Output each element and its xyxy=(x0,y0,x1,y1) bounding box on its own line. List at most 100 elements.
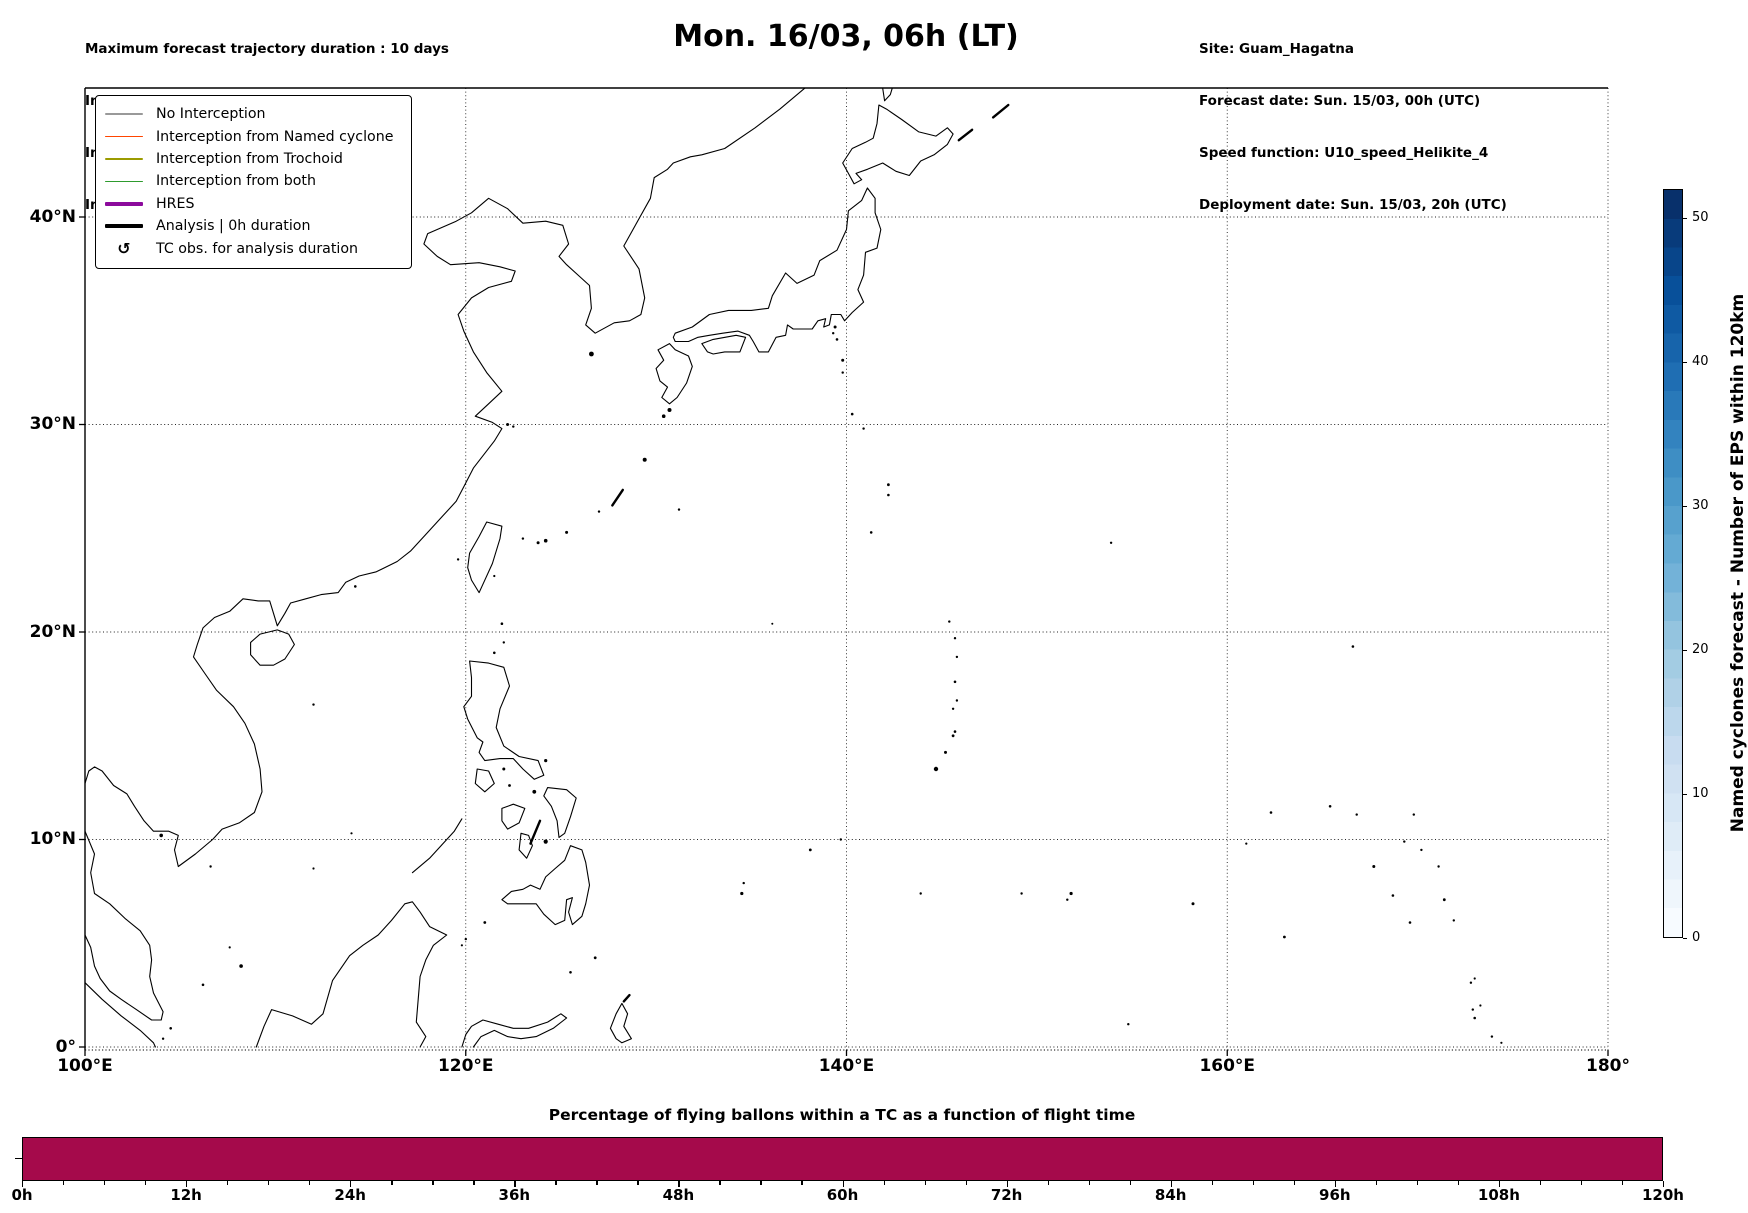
island-dot xyxy=(833,325,837,329)
map-frame xyxy=(84,87,1608,1051)
coastline-hainan xyxy=(250,629,295,666)
island-dot xyxy=(1403,840,1406,843)
coastline-palawan xyxy=(411,818,463,874)
island-dot xyxy=(312,703,315,706)
x-tick-label: 140°E xyxy=(818,1056,875,1076)
legend-item: Analysis | 0h duration xyxy=(105,215,403,237)
island-dot xyxy=(1283,935,1286,939)
bottom-minor-tick xyxy=(801,1181,803,1185)
island-dot xyxy=(1452,919,1456,922)
island-dot xyxy=(832,332,835,335)
bottom-tick-label: 24h xyxy=(334,1186,366,1204)
island-dot xyxy=(354,585,357,588)
island-dots xyxy=(159,325,1503,1044)
island-dot xyxy=(1500,1041,1503,1044)
coastline-negros xyxy=(518,832,533,859)
bottom-minor-tick xyxy=(1293,1181,1296,1185)
island-dot xyxy=(1490,1035,1494,1038)
bottom-tick-label: 60h xyxy=(826,1186,859,1204)
legend-line-swatch xyxy=(105,113,143,115)
y-tick-label: 40°N xyxy=(29,206,76,227)
colorbar-tick-mark xyxy=(1683,505,1687,508)
bottom-major-tick xyxy=(1663,1181,1665,1187)
y-tick-label: 10°N xyxy=(29,829,76,849)
run-info-block: Site: Guam_Hagatna Forecast date: Sun. 1… xyxy=(1199,6,1507,250)
bottom-minor-tick xyxy=(268,1181,270,1185)
colorbar-tick-mark xyxy=(1683,938,1687,940)
legend-line-swatch xyxy=(105,223,143,229)
island-dot xyxy=(661,414,666,419)
bottom-tick-label: 0h xyxy=(11,1186,33,1204)
coastline-taiwan xyxy=(467,521,503,594)
info-deployment-date: Deployment date: Sun. 15/03, 20h (UTC) xyxy=(1199,197,1507,214)
legend-line-swatch xyxy=(105,158,143,160)
coastline-hokkaido xyxy=(842,104,954,185)
bottom-minor-tick xyxy=(1416,1181,1419,1185)
island-dot xyxy=(667,408,672,412)
colorbar xyxy=(1663,189,1683,938)
island-dot xyxy=(569,971,572,974)
bottom-major-tick xyxy=(1498,1181,1501,1187)
island-dot xyxy=(919,892,922,895)
island-dot xyxy=(589,351,594,357)
island-dot xyxy=(565,530,569,534)
legend-label: Analysis | 0h duration xyxy=(156,218,311,235)
island-dot xyxy=(239,964,243,968)
bottom-chart-y-tick xyxy=(15,1158,22,1160)
bottom-minor-tick xyxy=(1129,1181,1131,1185)
island-dot xyxy=(597,510,601,513)
bottom-minor-tick xyxy=(1047,1181,1049,1185)
bottom-major-tick xyxy=(1170,1181,1172,1187)
bottom-minor-tick xyxy=(1211,1181,1214,1185)
bottom-major-tick xyxy=(22,1181,24,1187)
coastline-halmahera xyxy=(609,1002,632,1044)
bottom-minor-tick xyxy=(555,1181,557,1185)
island-dot xyxy=(841,371,844,374)
legend-line xyxy=(105,201,143,206)
island-dot xyxy=(1269,811,1273,814)
legend-line-swatch xyxy=(105,201,143,206)
bottom-tick-label: 48h xyxy=(662,1186,695,1204)
island-morotai xyxy=(622,993,631,1003)
y-tick-label: 0° xyxy=(55,1036,76,1057)
island-dot xyxy=(1469,981,1473,984)
bottom-minor-tick xyxy=(1621,1181,1624,1185)
bottom-major-tick xyxy=(514,1181,516,1187)
bottom-tick-label: 120h xyxy=(1642,1186,1684,1204)
bottom-minor-tick xyxy=(1252,1181,1255,1185)
bottom-minor-tick xyxy=(104,1181,106,1185)
island-dot xyxy=(456,558,460,561)
bottom-minor-tick xyxy=(760,1181,762,1185)
island-dot xyxy=(1191,902,1195,906)
bottom-minor-tick xyxy=(63,1181,65,1185)
colorbar-tick-label: 0 xyxy=(1692,930,1701,945)
island-dot xyxy=(642,457,647,462)
bottom-minor-tick xyxy=(1580,1181,1583,1185)
legend-line xyxy=(105,135,143,138)
island-dot xyxy=(951,707,955,710)
island-dot xyxy=(944,750,947,754)
coastline-sulawesi-north xyxy=(461,1013,568,1048)
info-site: Site: Guam_Hagatna xyxy=(1199,40,1355,57)
island-dot xyxy=(1351,645,1355,648)
island-dot xyxy=(201,983,205,987)
coastline-shikoku xyxy=(701,334,747,355)
island-dot xyxy=(532,789,537,794)
coastline-panay xyxy=(501,803,526,830)
island-dot xyxy=(209,865,212,868)
legend-line xyxy=(105,158,143,160)
colorbar-tick-mark xyxy=(1683,649,1687,652)
y-tick-label: 20°N xyxy=(29,621,76,642)
island-dot xyxy=(1020,892,1023,895)
island-dot xyxy=(493,574,496,578)
island-dot xyxy=(1412,813,1416,816)
island-dot xyxy=(887,483,890,487)
tc-obs-icon: ↺ xyxy=(105,240,143,257)
island-dot xyxy=(839,838,842,841)
island-dot xyxy=(312,867,315,870)
island-kunashir xyxy=(957,128,974,142)
bottom-tick-label: 72h xyxy=(990,1186,1023,1204)
island-dot xyxy=(1442,898,1446,902)
coastlines xyxy=(85,88,1010,1048)
island-dot xyxy=(161,1037,165,1040)
